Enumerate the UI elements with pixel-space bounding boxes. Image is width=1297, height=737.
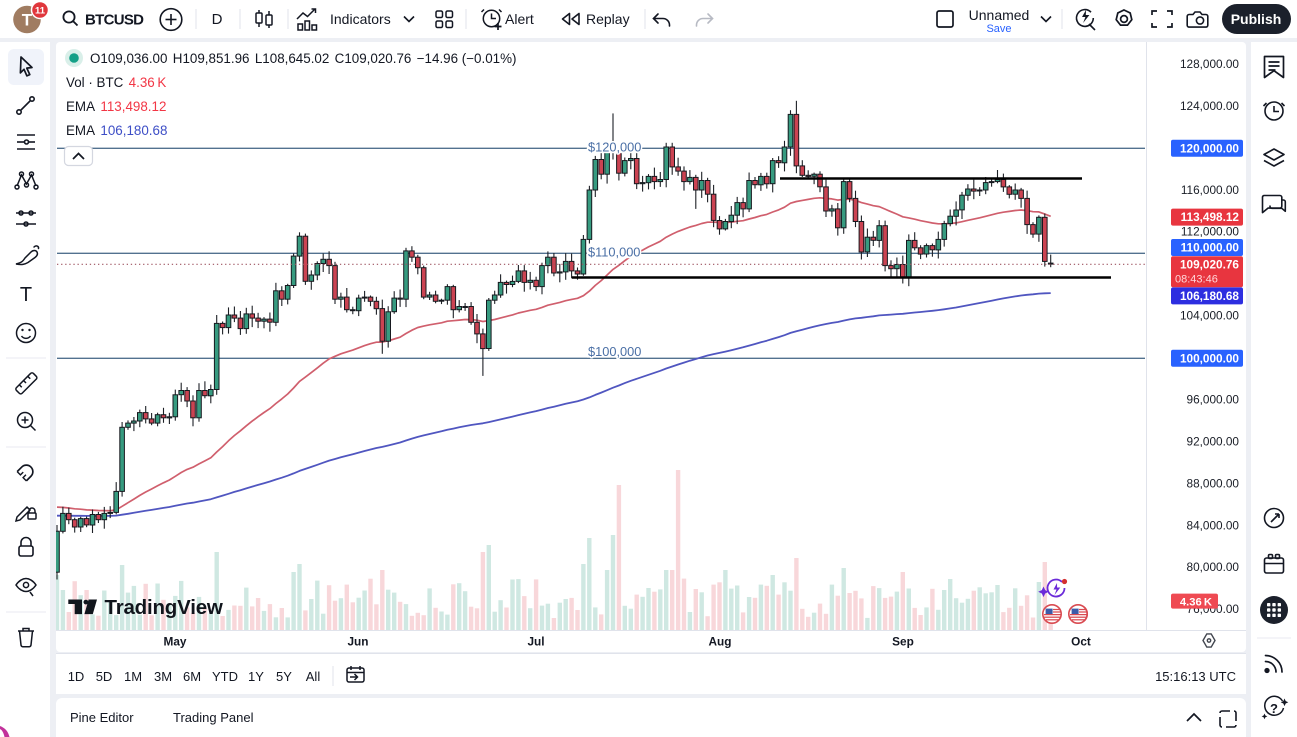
svg-text:120,000.00: 120,000.00 [1180,141,1239,155]
svg-text:5Y: 5Y [276,669,292,684]
svg-text:1M: 1M [124,669,142,684]
svg-text:3M: 3M [154,669,172,684]
svg-text:116,000.00: 116,000.00 [1181,183,1240,197]
svg-text:112,000.00: 112,000.00 [1181,225,1240,239]
svg-text:Aug: Aug [709,635,732,649]
svg-text:Pine Editor: Pine Editor [70,710,134,725]
svg-text:88,000.00: 88,000.00 [1187,476,1240,490]
svg-text:EMA 106,180.68: EMA 106,180.68 [66,123,167,138]
svg-text:Alert: Alert [505,11,534,27]
svg-text:11: 11 [35,6,46,17]
svg-text:$120,000: $120,000 [588,140,641,155]
svg-text:6M: 6M [183,669,201,684]
svg-text:TradingView: TradingView [105,596,223,619]
svg-text:T: T [22,11,33,30]
svg-text:96,000.00: 96,000.00 [1187,393,1240,407]
svg-text:Jun: Jun [348,635,369,649]
svg-text:84,000.00: 84,000.00 [1187,518,1240,532]
svg-text:5D: 5D [96,669,113,684]
svg-text:Sep: Sep [892,635,914,649]
svg-text:Jul: Jul [527,635,544,649]
svg-text:Replay: Replay [586,11,630,27]
svg-text:100,000.00: 100,000.00 [1180,351,1239,365]
svg-text:124,000.00: 124,000.00 [1180,99,1239,113]
svg-text:All: All [306,669,321,684]
svg-text:O109,036.00 H109,851.96 L108: O109,036.00 H109,851.96 L108,645.02 C109… [90,51,516,66]
svg-text:YTD: YTD [212,669,238,684]
svg-text:08:43:46: 08:43:46 [1175,274,1218,286]
svg-text:109,020.76: 109,020.76 [1180,258,1239,272]
svg-text:4.36 K: 4.36 K [1180,596,1212,608]
svg-text:1D: 1D [68,669,85,684]
svg-text:$100,000: $100,000 [588,344,641,359]
svg-text:Publish: Publish [1231,11,1282,27]
svg-text:?: ? [1270,701,1278,716]
svg-text:128,000.00: 128,000.00 [1180,57,1239,71]
svg-text:1Y: 1Y [248,669,264,684]
svg-text:104,000.00: 104,000.00 [1180,309,1239,323]
svg-text:110,000.00: 110,000.00 [1181,241,1240,255]
svg-text:EMA 113,498.12: EMA 113,498.12 [66,99,166,114]
svg-text:$110,000: $110,000 [588,245,640,260]
svg-text:Vol · BTC 4.36 K: Vol · BTC 4.36 K [66,75,166,90]
svg-text:106,180.68: 106,180.68 [1180,289,1239,303]
svg-text:15:16:13 UTC: 15:16:13 UTC [1155,669,1236,684]
svg-text:Save: Save [986,23,1011,35]
svg-text:80,000.00: 80,000.00 [1187,560,1240,574]
svg-text:92,000.00: 92,000.00 [1187,435,1240,449]
svg-text:Unnamed: Unnamed [969,7,1030,23]
svg-text:Indicators: Indicators [330,11,391,27]
svg-text:Oct: Oct [1071,635,1091,649]
svg-text:113,498.12: 113,498.12 [1181,210,1240,224]
svg-text:D: D [212,11,223,28]
svg-text:T: T [20,284,32,306]
svg-text:May: May [164,635,187,649]
svg-text:BTCUSD: BTCUSD [85,12,144,29]
svg-text:Trading Panel: Trading Panel [173,710,254,725]
